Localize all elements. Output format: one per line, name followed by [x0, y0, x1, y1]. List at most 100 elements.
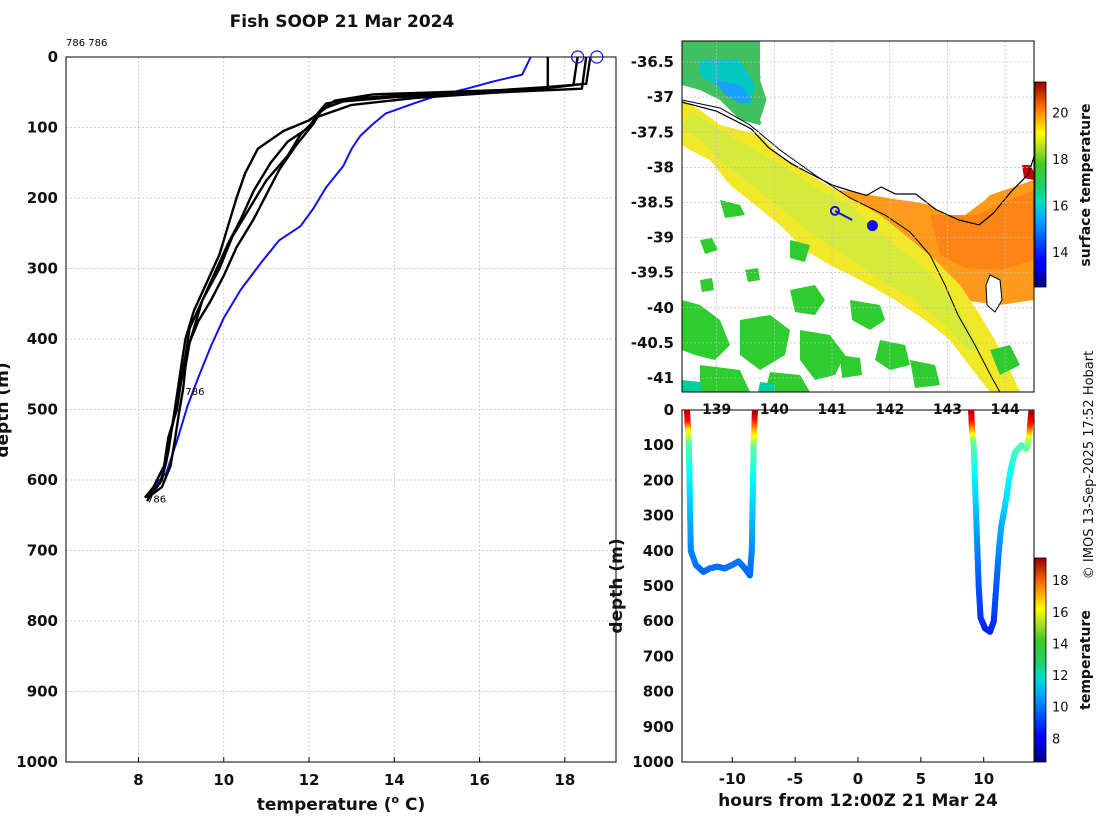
profile-ticks: 8 10 12 14 16 18 0 100 200 300 400 500 600 700 800 900 1… [16, 48, 575, 789]
sst-colorbar [1034, 81, 1047, 288]
profile-x-tick-label: 16 [469, 771, 490, 789]
map-lat-tick-label: -41 [647, 369, 674, 387]
temperature-colorbar-tick: 14 [1052, 637, 1069, 652]
profile-annotation: 786 [185, 387, 204, 398]
sst-colorbar-tick: 16 [1052, 199, 1069, 214]
map-lat-tick-label: -36.5 [631, 53, 674, 71]
temperature-colorbar [1034, 557, 1047, 763]
profile-start-marker [590, 50, 604, 64]
timeseries-x-tick-label: -10 [719, 770, 746, 788]
profile-x-tick-label: 8 [133, 771, 143, 789]
profile-grid [66, 56, 616, 763]
map-lat-tick-label: -37 [647, 88, 674, 106]
profile-panel: 8 10 12 14 16 18 0 100 200 300 400 500 600 700 800 900 1… [0, 38, 617, 815]
profile-y-tick-label: 300 [27, 260, 58, 278]
timeseries-y-axis-label: depth (m) [607, 538, 627, 633]
profile-annotation: 786 786 [66, 38, 107, 49]
temperature-colorbar-tick: 16 [1052, 606, 1069, 621]
timeseries-x-tick-label: 5 [916, 770, 926, 788]
temperature-colorbar-tick: 8 [1052, 732, 1060, 747]
temperature-colorbar-tick: 18 [1052, 574, 1069, 589]
timeseries-frame [681, 409, 1035, 763]
profile-series [143, 56, 592, 502]
timeseries-grid [731, 757, 985, 762]
profile-start-marker [571, 50, 585, 64]
profile-x-tick-label: 18 [554, 771, 575, 789]
temperature-colorbar-ticks: 8 10 12 14 16 18 [1052, 574, 1069, 747]
timeseries-y-tick-label: 100 [643, 436, 674, 454]
profile-frame [65, 56, 617, 763]
timeseries-y-tick-label: 800 [643, 683, 674, 701]
timeseries-ticks: -10 -5 0 5 100100200300400500600700800900100… [632, 401, 994, 788]
profile-annotation: 786 [147, 495, 166, 506]
shelf-contour [682, 99, 1001, 392]
map-panel: 139 140 141 142 143 144-36.5-37-37.5-38-38.5-… [631, 40, 1094, 418]
map-lat-tick-label: -38.5 [631, 193, 674, 211]
sst-colorbar-tick: 14 [1052, 246, 1069, 261]
map-grid [682, 41, 1034, 392]
timeseries-casts [684, 410, 1034, 635]
vessel-track [829, 205, 878, 232]
land [760, 41, 1034, 215]
map-lat-tick-label: -40.5 [631, 334, 674, 352]
profile-y-tick-label: 200 [27, 189, 58, 207]
map-frame [681, 40, 1035, 393]
timeseries-panel: -10 -5 0 5 100100200300400500600700800900100… [607, 401, 1094, 811]
profile-y-tick-label: 900 [27, 683, 58, 701]
sst-field [682, 41, 1034, 392]
profile-line [152, 56, 532, 488]
profile-y-tick-label: 600 [27, 471, 58, 489]
timeseries-y-tick-label: 1000 [632, 753, 674, 771]
profile-y-tick-label: 500 [27, 401, 58, 419]
profile-line [146, 56, 588, 502]
temperature-colorbar-label: temperature [1078, 610, 1094, 710]
profile-y-tick-label: 700 [27, 542, 58, 560]
profile-x-axis-label: temperature (o C) [257, 793, 426, 815]
profile-annotations: 786 786 786 786 [66, 38, 204, 506]
timeseries-x-tick-label: -5 [787, 770, 804, 788]
map-lat-tick-label: -37.5 [631, 123, 674, 141]
profile-x-tick-label: 14 [384, 771, 405, 789]
map-ticks: 139 140 141 142 143 144-36.5-37-37.5-38-38.5-… [631, 53, 1020, 418]
profile-y-tick-label: 400 [27, 330, 58, 348]
timeseries-y-tick-label: 200 [643, 471, 674, 489]
sst-colorbar-tick: 18 [1052, 153, 1069, 168]
figure-title: Fish SOOP 21 Mar 2024 [230, 12, 455, 32]
timeseries-y-tick-label: 0 [664, 401, 674, 419]
profile-y-tick-label: 1000 [16, 753, 58, 771]
profile-start-markers [571, 50, 604, 64]
timeseries-y-tick-label: 600 [643, 612, 674, 630]
timeseries-x-tick-label: 10 [973, 770, 994, 788]
sst-colorbar-label: surface temperature [1078, 103, 1094, 266]
track-marker [866, 220, 878, 232]
profile-x-tick-label: 12 [299, 771, 320, 789]
sst-colorbar-ticks: 14 16 18 20 [1052, 106, 1069, 261]
timeseries-x-tick-label: 0 [853, 770, 863, 788]
profile-y-axis-label: depth (m) [0, 362, 13, 457]
map-lat-tick-label: -38 [647, 158, 674, 176]
profile-y-tick-label: 100 [27, 119, 58, 137]
profile-line [146, 57, 549, 497]
credit-text: © IMOS 13-Sep-2025 17:52 Hobart [1082, 351, 1097, 579]
timeseries-y-tick-label: 700 [643, 647, 674, 665]
coastline [682, 101, 1034, 226]
profile-line [146, 56, 592, 500]
map-lat-tick-label: -39.5 [631, 264, 674, 282]
timeseries-y-tick-label: 500 [643, 577, 674, 595]
profile-y-tick-label: 0 [48, 48, 58, 66]
sst-colorbar-tick: 20 [1052, 106, 1069, 121]
timeseries-x-axis-label: hours from 12:00Z 21 Mar 24 [718, 791, 998, 811]
timeseries-y-tick-label: 900 [643, 718, 674, 736]
temperature-colorbar-tick: 10 [1052, 701, 1069, 716]
map-lat-tick-label: -40 [647, 299, 674, 317]
temperature-colorbar-tick: 12 [1052, 669, 1069, 684]
timeseries-y-tick-label: 300 [643, 507, 674, 525]
map-lat-tick-label: -39 [647, 229, 674, 247]
track-marker [829, 205, 840, 216]
profile-x-tick-label: 10 [213, 771, 234, 789]
timeseries-y-tick-label: 400 [643, 542, 674, 560]
sst-green-patches [682, 200, 1020, 392]
king-island [985, 274, 1003, 313]
profile-y-tick-label: 800 [27, 612, 58, 630]
